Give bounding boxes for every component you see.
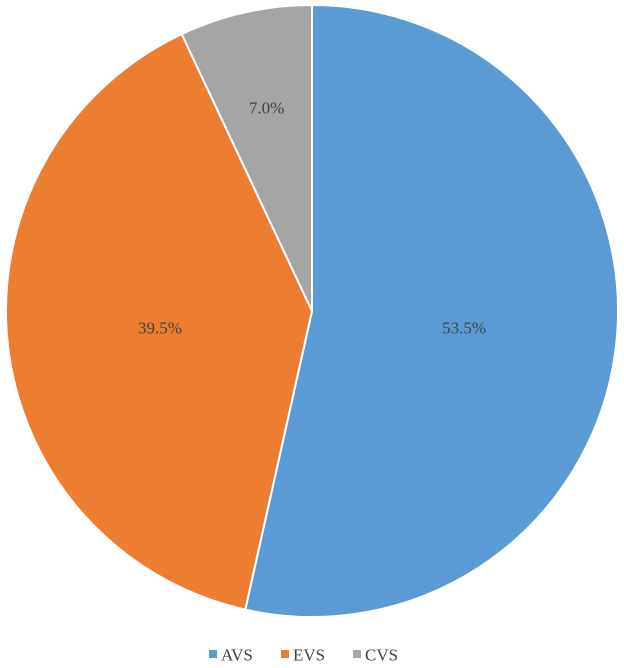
pie-slice-avs [244, 4, 619, 618]
pie-slices [5, 4, 619, 618]
pie-data-labels: 53.5% 39.5% 7.0% [138, 98, 486, 337]
legend-item-cvs: CVS [353, 646, 398, 665]
data-label-avs: 53.5% [442, 318, 486, 337]
chart-legend: AVS EVS CVS [209, 646, 398, 665]
pie-slice-cvs [180, 4, 313, 312]
legend-swatch-avs [209, 650, 217, 658]
legend-label-cvs: CVS [365, 646, 398, 665]
pie-slice-evs [5, 33, 313, 611]
legend-label-evs: EVS [293, 646, 325, 665]
legend-swatch-cvs [353, 650, 361, 658]
data-label-evs: 39.5% [138, 318, 182, 337]
legend-label-avs: AVS [221, 646, 253, 665]
legend-item-evs: EVS [281, 646, 325, 665]
data-label-cvs: 7.0% [249, 98, 284, 117]
legend-swatch-evs [281, 650, 289, 658]
legend-item-avs: AVS [209, 646, 253, 665]
